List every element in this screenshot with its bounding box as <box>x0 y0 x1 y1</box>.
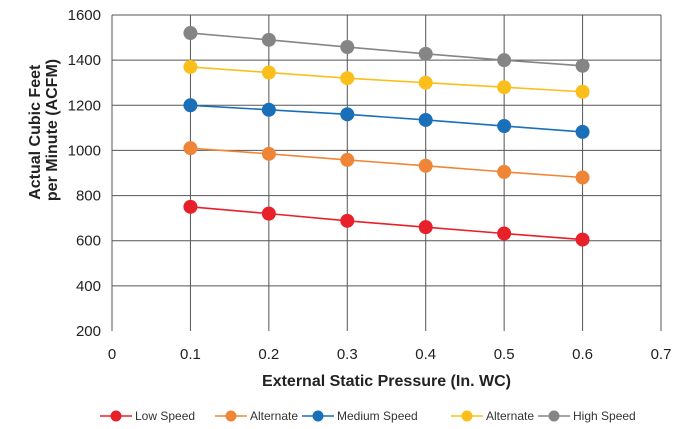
data-point <box>183 59 198 74</box>
series-line <box>190 147 583 179</box>
data-point <box>575 170 590 185</box>
y-tick-label: 200 <box>76 323 101 340</box>
data-point <box>261 206 276 221</box>
data-point <box>183 141 198 156</box>
x-axis-title: External Static Pressure (In. WC) <box>262 373 511 390</box>
data-point <box>340 71 355 86</box>
data-point <box>183 26 198 41</box>
data-point <box>261 32 276 47</box>
data-point <box>183 199 198 214</box>
x-tick-label: 0 <box>108 346 116 363</box>
y-tick-label: 1400 <box>68 52 101 69</box>
y-tick-label: 800 <box>76 188 101 205</box>
legend-swatch-marker <box>312 410 324 422</box>
legend: Low Speed Alternate Medium Speed Alternate H… <box>100 409 636 423</box>
x-tick-label: 0.4 <box>415 346 436 363</box>
legend-label: Alternate <box>250 409 298 423</box>
y-tick-label: 1600 <box>68 7 101 24</box>
data-point <box>497 164 512 179</box>
series-line <box>190 104 583 133</box>
legend-swatch-marker <box>461 410 473 422</box>
data-point <box>418 75 433 90</box>
legend-swatch-marker <box>225 410 237 422</box>
y-axis-title-line-1: Actual Cubic Feet <box>27 64 44 200</box>
data-point <box>261 102 276 117</box>
series-line <box>190 66 583 93</box>
legend-label: Medium Speed <box>337 409 418 423</box>
data-point <box>261 65 276 80</box>
legend-label: Low Speed <box>135 409 195 423</box>
legend-label: Alternate <box>486 409 534 423</box>
y-tick-label: 1200 <box>68 97 101 114</box>
y-tick-label: 600 <box>76 233 101 250</box>
x-tick-label: 0.7 <box>651 346 672 363</box>
data-point <box>575 232 590 247</box>
y-tick-label: 1000 <box>68 142 101 159</box>
x-tick-label: 0.5 <box>494 346 515 363</box>
y-axis-title-line-2: per Minute (ACFM) <box>44 59 61 201</box>
x-tick-label: 0.6 <box>572 346 593 363</box>
data-point <box>575 124 590 139</box>
x-tick-label: 0.3 <box>337 346 358 363</box>
data-point <box>183 98 198 113</box>
x-tick-label: 0.1 <box>180 346 201 363</box>
data-point <box>497 119 512 134</box>
data-point <box>418 158 433 173</box>
series-layer <box>183 26 590 247</box>
y-axis-title: Actual Cubic Feet per Minute (ACFM) <box>27 59 61 201</box>
data-point <box>340 152 355 167</box>
data-point <box>497 80 512 95</box>
data-point <box>575 84 590 99</box>
y-tick-label: 400 <box>76 278 101 295</box>
data-point <box>418 220 433 235</box>
data-point <box>340 213 355 228</box>
data-point <box>418 112 433 127</box>
series-line <box>190 206 583 241</box>
data-point <box>418 46 433 61</box>
data-point <box>497 226 512 241</box>
series-line <box>190 32 583 67</box>
tick-labels: 0 0.1 0.2 0.3 0.4 0.5 0.6 0.7 200 400 600 800 1000 12… <box>68 7 672 363</box>
legend-swatch-marker <box>548 410 560 422</box>
data-point <box>497 53 512 68</box>
data-point <box>575 58 590 73</box>
data-point <box>340 107 355 122</box>
data-point <box>261 146 276 161</box>
legend-swatch-marker <box>110 410 122 422</box>
legend-label: High Speed <box>573 409 636 423</box>
x-tick-label: 0.2 <box>258 346 279 363</box>
data-point <box>340 40 355 55</box>
